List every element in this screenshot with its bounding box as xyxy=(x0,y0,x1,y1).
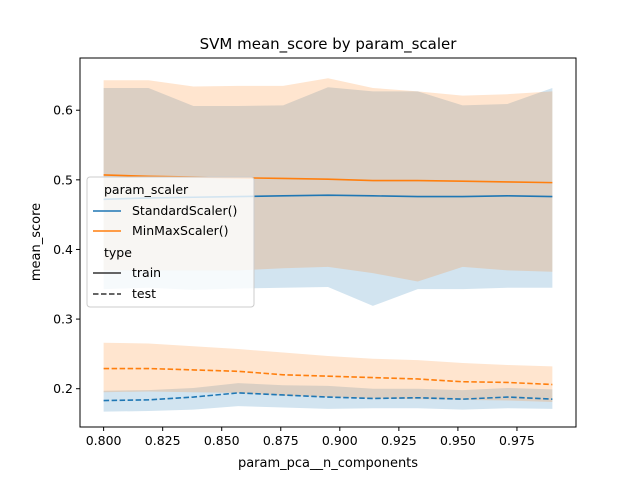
line-standardscaler-test xyxy=(103,392,553,402)
y-tick-label: 0.5 xyxy=(53,172,73,187)
x-tick-label: 0.850 xyxy=(204,433,240,448)
x-tick-label: 0.975 xyxy=(499,433,535,448)
x-tick-label: 0.900 xyxy=(322,433,358,448)
y-tick-label: 0.4 xyxy=(53,242,73,257)
legend-label-test: test xyxy=(132,286,156,301)
y-tick-label: 0.6 xyxy=(53,103,73,118)
legend-label-standardscaler: StandardScaler() xyxy=(132,203,237,218)
y-axis-ticks: 0.2 0.3 0.4 0.5 0.6 xyxy=(53,103,80,396)
x-tick-label: 0.825 xyxy=(145,433,181,448)
legend-box xyxy=(86,176,255,308)
x-axis-label: param_pca__n_components xyxy=(238,456,418,471)
x-tick-label: 0.875 xyxy=(263,433,299,448)
y-tick-label: 0.2 xyxy=(53,381,73,396)
x-tick-label: 0.800 xyxy=(86,433,122,448)
line-minmaxscaler-test xyxy=(103,367,553,386)
legend-label-train: train xyxy=(132,265,161,280)
chart-title: SVM mean_score by param_scaler xyxy=(200,35,458,54)
y-tick-label: 0.3 xyxy=(53,312,73,327)
y-axis-label: mean_score xyxy=(29,203,44,281)
x-tick-label: 0.925 xyxy=(381,433,417,448)
legend-label-minmaxscaler: MinMaxScaler() xyxy=(132,223,229,238)
legend-style-title: type xyxy=(104,245,132,260)
x-axis-ticks: 0.800 0.825 0.850 0.875 0.900 0.925 0.950 0.975 xyxy=(86,427,535,448)
legend-hue-title: param_scaler xyxy=(104,182,189,197)
band-minmaxscaler-test xyxy=(103,342,553,402)
plot-frame xyxy=(79,57,577,428)
x-tick-label: 0.950 xyxy=(440,433,476,448)
legend: param_scaler StandardScaler() MinMaxScal… xyxy=(86,176,255,308)
